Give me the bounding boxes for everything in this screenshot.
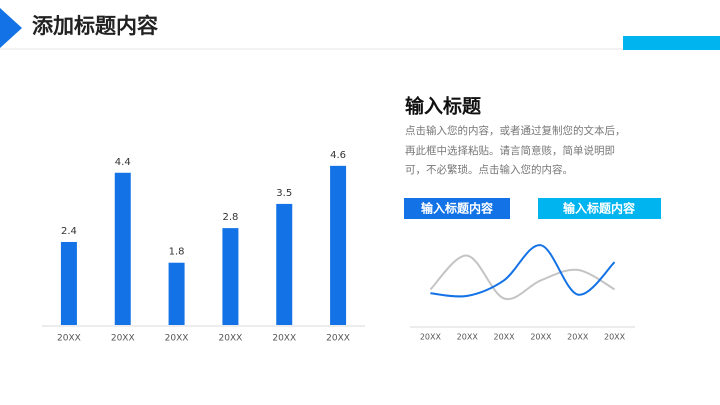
value-label: 2.8: [222, 212, 238, 223]
body-line: 可，不必繁琐。点击输入您的内容。: [405, 163, 573, 176]
header-triangle: [0, 8, 22, 48]
value-label: 3.5: [276, 188, 292, 199]
heading: 输入标题: [405, 95, 481, 118]
x-tick-label: 20XX: [494, 333, 516, 342]
bar: [168, 262, 185, 325]
x-tick-label: 20XX: [420, 333, 442, 342]
x-tick-label: 20XX: [326, 334, 350, 344]
x-tick-label: 20XX: [272, 334, 296, 344]
line: [429, 254, 616, 301]
x-tick-label: 20XX: [111, 334, 135, 344]
value-label: 4.4: [115, 157, 131, 168]
x-tick-label: 20XX: [530, 333, 552, 342]
x-tick-label: 20XX: [165, 334, 189, 344]
x-tick-label: 20XX: [567, 333, 589, 342]
bar: [60, 241, 77, 325]
body-line: 点击输入您的内容，或者通过复制您的文本后，: [405, 124, 626, 137]
bar: [222, 228, 239, 325]
header-accent: [623, 36, 720, 50]
button-label: 输入标题内容: [563, 201, 635, 216]
body-line: 再此框中选择粘贴。请言简意赅，简单说明即: [405, 144, 615, 157]
x-tick-label: 20XX: [57, 334, 81, 344]
x-tick-label: 20XX: [219, 334, 243, 344]
button: [538, 198, 661, 219]
button: [404, 198, 510, 219]
bar: [330, 165, 347, 325]
bar: [276, 203, 293, 325]
bar: [114, 172, 131, 325]
button-label: 输入标题内容: [421, 201, 493, 216]
x-tick-label: 20XX: [604, 333, 626, 342]
value-label: 4.6: [330, 150, 346, 161]
header-title: 添加标题内容: [32, 14, 158, 38]
value-label: 1.8: [169, 247, 185, 258]
line: [430, 244, 616, 298]
value-label: 2.4: [61, 226, 77, 237]
x-tick-label: 20XX: [457, 333, 479, 342]
